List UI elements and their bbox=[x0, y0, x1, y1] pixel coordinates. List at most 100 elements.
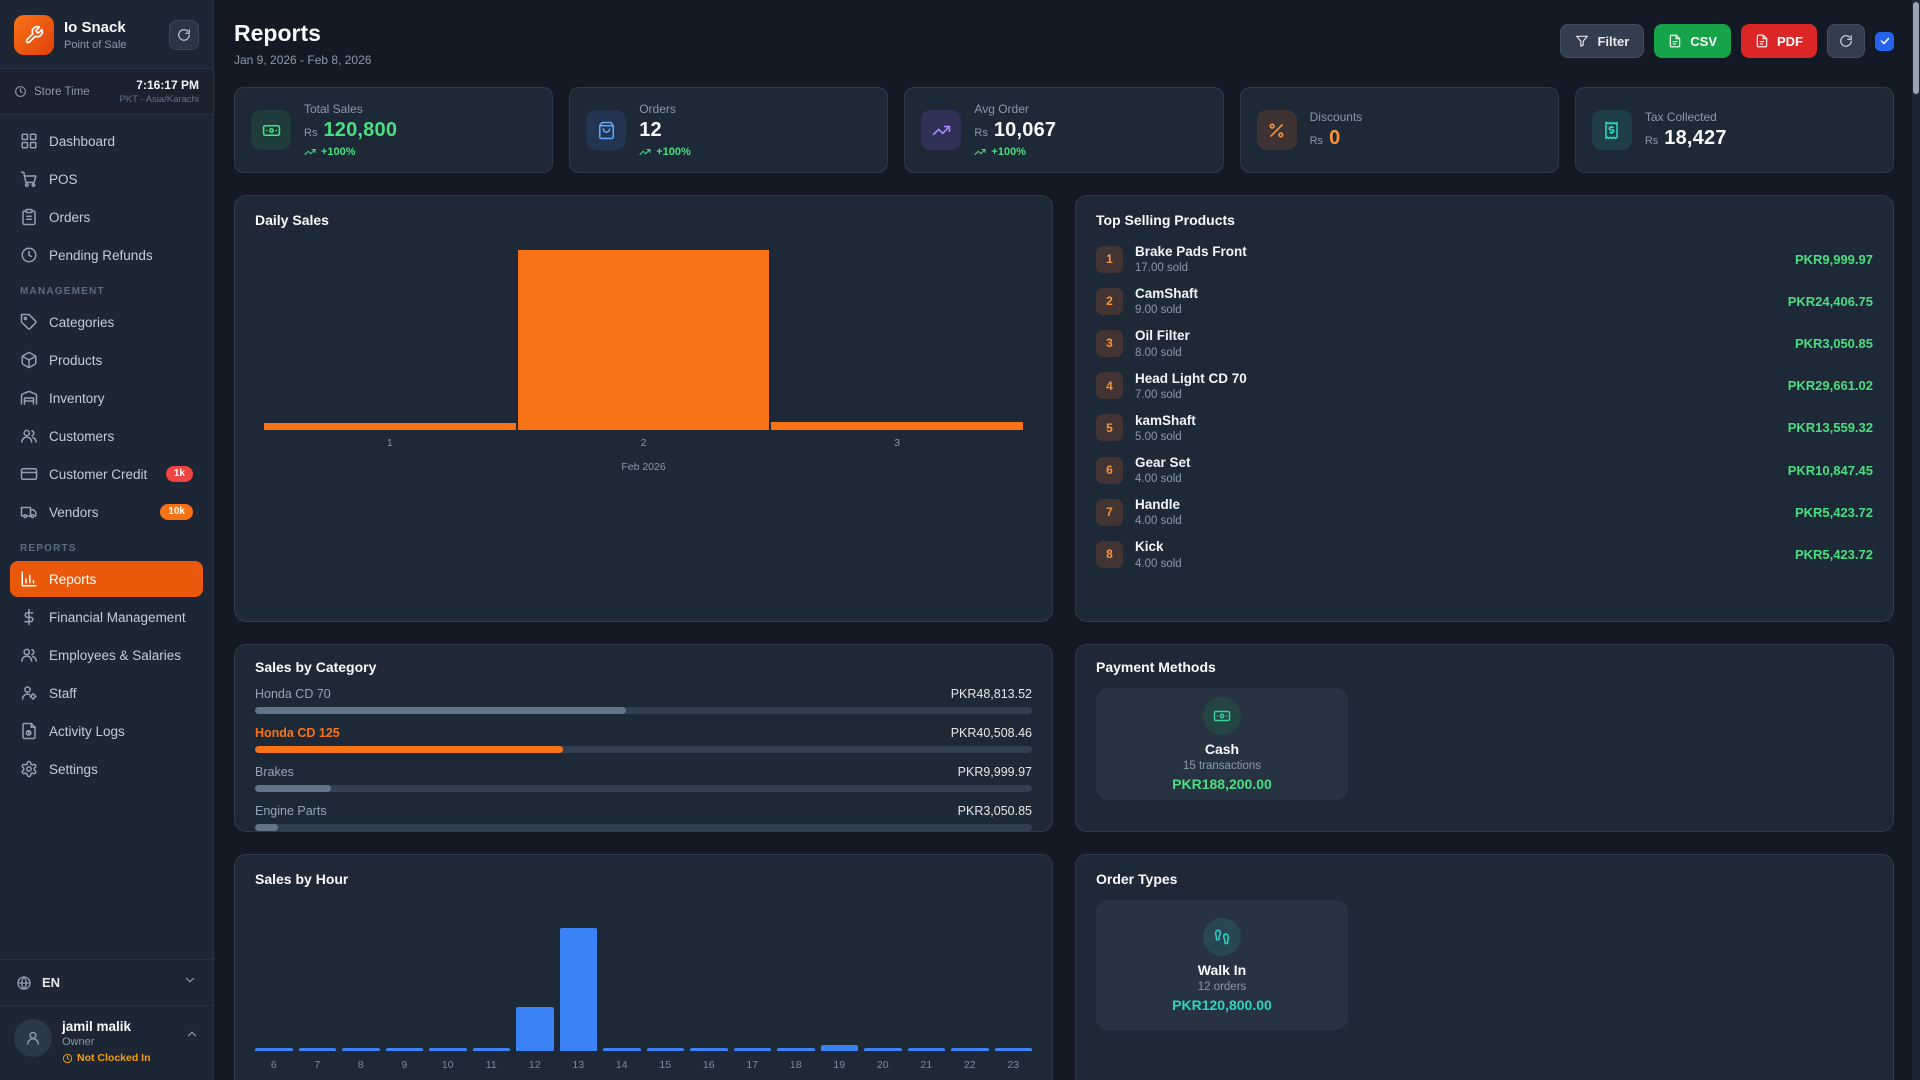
hour-bar-column bbox=[429, 1048, 467, 1051]
sidebar-item-activity-logs[interactable]: Activity Logs bbox=[10, 713, 203, 749]
globe-icon bbox=[17, 975, 31, 990]
sidebar-item-label: Dashboard bbox=[49, 133, 116, 149]
sidebar-item-label: Pending Refunds bbox=[49, 247, 153, 263]
progress-fill bbox=[255, 824, 279, 831]
sidebar-item-inventory[interactable]: Inventory bbox=[10, 380, 203, 416]
export-pdf-button[interactable]: PDF bbox=[1741, 24, 1817, 58]
progress-track bbox=[255, 746, 1032, 753]
file-icon bbox=[1756, 34, 1768, 48]
package-icon bbox=[21, 351, 37, 369]
hour-tick-label: 17 bbox=[746, 1059, 759, 1071]
product-value: PKR5,423.72 bbox=[1794, 504, 1873, 520]
product-value: PKR9,999.97 bbox=[1794, 251, 1873, 267]
hour-bar bbox=[603, 1048, 641, 1051]
hour-bar bbox=[342, 1048, 380, 1051]
sidebar-item-label: Orders bbox=[49, 209, 91, 225]
product-name: kamShaft bbox=[1135, 412, 1196, 428]
export-csv-button[interactable]: CSV bbox=[1654, 24, 1731, 58]
kpi-value: 0 bbox=[1329, 127, 1341, 149]
bar-chart-icon bbox=[21, 571, 37, 587]
language-selector[interactable]: EN bbox=[0, 960, 213, 1006]
product-name: Oil Filter bbox=[1135, 328, 1190, 344]
scrollbar-thumb[interactable] bbox=[1913, 2, 1919, 94]
kpi-label: Avg Order bbox=[974, 102, 1029, 116]
sidebar-item-label: Inventory bbox=[49, 390, 105, 406]
sidebar-item-label: Customer Credit bbox=[49, 466, 148, 482]
sidebar: Io Snack Point of Sale Store Time 7:16:1… bbox=[0, 0, 214, 1080]
daily-sales-chart bbox=[255, 240, 1032, 430]
brand-name: Io Snack bbox=[64, 19, 126, 36]
store-time-value: 7:16:17 PM bbox=[136, 78, 199, 92]
rank-badge: 6 bbox=[1096, 456, 1123, 484]
list-item: 1 Brake Pads Front 17.00 sold PKR9,999.97 bbox=[1096, 238, 1873, 280]
sidebar-item-employees-salaries[interactable]: Employees & Salaries bbox=[10, 637, 203, 673]
clock-icon bbox=[21, 247, 37, 263]
sidebar-item-dashboard[interactable]: Dashboard bbox=[10, 123, 203, 159]
kpi-orders: Orders 12 +100% bbox=[569, 87, 889, 173]
list-item: 7 Handle 4.00 sold PKR5,423.72 bbox=[1096, 491, 1873, 533]
auto-refresh-checkbox[interactable] bbox=[1875, 31, 1894, 51]
hour-bar bbox=[907, 1048, 945, 1051]
rank-badge: 2 bbox=[1096, 287, 1123, 315]
sidebar-item-customers[interactable]: Customers bbox=[10, 418, 203, 454]
top-products-list: 1 Brake Pads Front 17.00 sold PKR9,999.97… bbox=[1096, 238, 1873, 576]
file-icon bbox=[1670, 34, 1681, 48]
sidebar-item-settings[interactable]: Settings bbox=[10, 751, 203, 787]
kpi-trend: +100% bbox=[639, 146, 691, 158]
sidebar-item-label: Financial Management bbox=[49, 609, 186, 625]
sidebar-item-vendors[interactable]: Vendors 10k bbox=[10, 494, 203, 530]
category-label: Engine Parts bbox=[255, 804, 327, 818]
sidebar-item-products[interactable]: Products bbox=[10, 342, 203, 378]
hour-bar-column bbox=[994, 1048, 1032, 1051]
user-role: Owner bbox=[62, 1036, 95, 1048]
sidebar-item-orders[interactable]: Orders bbox=[10, 199, 203, 235]
category-value: PKR9,999.97 bbox=[957, 765, 1032, 779]
wrench-icon bbox=[25, 25, 44, 44]
kpi-label: Orders bbox=[639, 102, 676, 116]
sales-by-category-card: Sales by Category Honda CD 70 PKR48,813.5… bbox=[234, 644, 1053, 832]
brand-header: Io Snack Point of Sale bbox=[0, 0, 213, 68]
nav-section-reports: REPORTS bbox=[20, 543, 77, 554]
sidebar-item-financial-management[interactable]: Financial Management bbox=[10, 599, 203, 635]
sync-button[interactable] bbox=[169, 20, 199, 50]
daily-bar-column bbox=[263, 423, 517, 430]
kpi-row: Total Sales Rs 120,800 +100% Orders bbox=[234, 87, 1895, 173]
order-type-name: Walk In bbox=[1197, 961, 1247, 978]
kpi-label: Discounts bbox=[1309, 110, 1363, 124]
hour-bar-column bbox=[864, 1048, 902, 1051]
product-name: Handle bbox=[1135, 497, 1181, 513]
refresh-button[interactable] bbox=[1827, 24, 1865, 58]
banknote-icon bbox=[251, 110, 291, 150]
kpi-discounts: Discounts Rs 0 bbox=[1239, 87, 1559, 173]
list-item: 6 Gear Set 4.00 sold PKR10,847.45 bbox=[1096, 449, 1873, 491]
sidebar-item-staff[interactable]: Staff bbox=[10, 675, 203, 711]
product-value: PKR13,559.32 bbox=[1787, 420, 1873, 436]
hour-bar-column bbox=[646, 1048, 684, 1051]
page-title: Reports bbox=[234, 20, 321, 46]
sidebar-item-label: Staff bbox=[49, 685, 77, 701]
main-content: Reports Jan 9, 2026 - Feb 8, 2026 Filter… bbox=[214, 0, 1920, 1080]
card-title: Daily Sales bbox=[255, 212, 329, 228]
hour-tick-label: 21 bbox=[920, 1059, 933, 1071]
sidebar-item-customer-credit[interactable]: Customer Credit 1k bbox=[10, 456, 203, 492]
product-sold: 5.00 sold bbox=[1135, 430, 1182, 443]
hour-bar-column bbox=[472, 1048, 510, 1051]
hour-bar-column bbox=[777, 1048, 815, 1051]
hour-bar bbox=[820, 1045, 858, 1051]
sidebar-item-reports[interactable]: Reports bbox=[10, 561, 203, 597]
sidebar-item-pos[interactable]: POS bbox=[10, 161, 203, 197]
trend-up-icon bbox=[974, 149, 986, 155]
sidebar-item-categories[interactable]: Categories bbox=[10, 304, 203, 340]
percent-icon bbox=[1256, 110, 1297, 150]
sales-by-hour-card: Sales by Hour 6 7 8 9 10 11 12 13 14 15 16 17 18 19 20… bbox=[234, 854, 1053, 1080]
window-scrollbar[interactable] bbox=[1912, 0, 1920, 1080]
sidebar-item-pending-refunds[interactable]: Pending Refunds bbox=[10, 237, 203, 273]
payment-amount: PKR188,200.00 bbox=[1172, 775, 1272, 792]
hour-tick-label: 23 bbox=[1007, 1059, 1020, 1071]
filter-button[interactable]: Filter bbox=[1560, 24, 1645, 58]
nav-section-management: MANAGEMENT bbox=[20, 286, 105, 297]
user-menu[interactable]: jamil malik Owner Not Clocked In bbox=[0, 1006, 213, 1080]
daily-bar-column bbox=[517, 250, 771, 430]
hour-bar bbox=[472, 1048, 510, 1051]
kpi-currency: Rs bbox=[974, 127, 988, 139]
